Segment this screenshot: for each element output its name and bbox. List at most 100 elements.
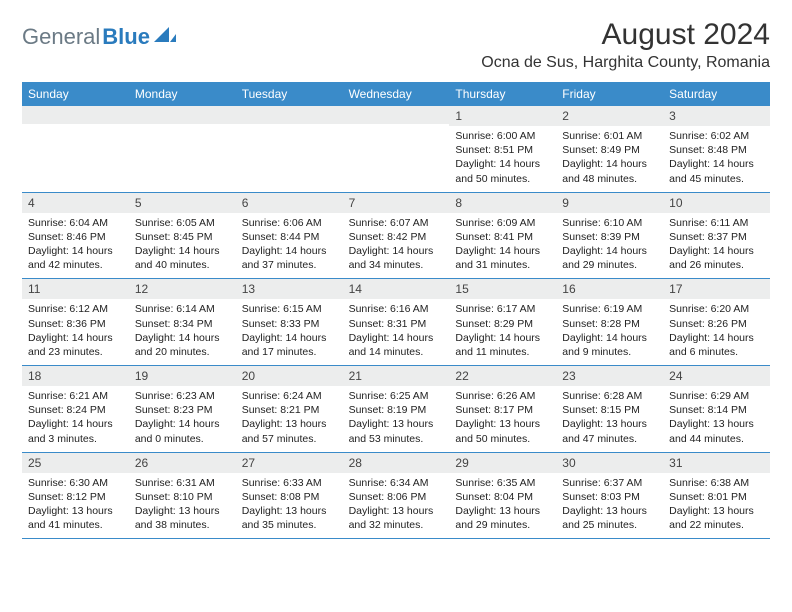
day-number: 25 [22, 453, 129, 473]
sunset-text: Sunset: 8:06 PM [349, 490, 444, 504]
sunrise-text: Sunrise: 6:37 AM [562, 476, 657, 490]
sunrise-text: Sunrise: 6:25 AM [349, 389, 444, 403]
day-cell: 26Sunrise: 6:31 AMSunset: 8:10 PMDayligh… [129, 453, 236, 539]
day-number: 3 [663, 106, 770, 126]
day-cell [129, 106, 236, 192]
day-body: Sunrise: 6:24 AMSunset: 8:21 PMDaylight:… [236, 386, 343, 452]
day-body [343, 124, 450, 182]
day-cell: 28Sunrise: 6:34 AMSunset: 8:06 PMDayligh… [343, 453, 450, 539]
day-cell: 10Sunrise: 6:11 AMSunset: 8:37 PMDayligh… [663, 193, 770, 279]
sunrise-text: Sunrise: 6:30 AM [28, 476, 123, 490]
day-cell [22, 106, 129, 192]
sunset-text: Sunset: 8:37 PM [669, 230, 764, 244]
daylight-text: Daylight: 13 hours and 50 minutes. [455, 417, 550, 445]
daylight-text: Daylight: 13 hours and 25 minutes. [562, 504, 657, 532]
day-cell: 22 Sunrise: 6:26 AMSunset: 8:17 PMDayligh… [449, 366, 556, 452]
sunset-text: Sunset: 8:44 PM [242, 230, 337, 244]
daylight-text: Daylight: 14 hours and 40 minutes. [135, 244, 230, 272]
day-number: 26 [129, 453, 236, 473]
sunset-text: Sunset: 8:48 PM [669, 143, 764, 157]
daylight-text: Daylight: 14 hours and 3 minutes. [28, 417, 123, 445]
day-cell: 7Sunrise: 6:07 AMSunset: 8:42 PMDaylight… [343, 193, 450, 279]
day-number [236, 106, 343, 124]
daylight-text: Daylight: 14 hours and 37 minutes. [242, 244, 337, 272]
sunrise-text: Sunrise: 6:26 AM [455, 389, 550, 403]
week-row: 11Sunrise: 6:12 AMSunset: 8:36 PMDayligh… [22, 279, 770, 366]
sunrise-text: Sunrise: 6:24 AM [242, 389, 337, 403]
day-cell: 16Sunrise: 6:19 AMSunset: 8:28 PMDayligh… [556, 279, 663, 365]
daylight-text: Daylight: 13 hours and 53 minutes. [349, 417, 444, 445]
day-body: Sunrise: 6:25 AMSunset: 8:19 PMDaylight:… [343, 386, 450, 452]
day-body: Sunrise: 6:37 AMSunset: 8:03 PMDaylight:… [556, 473, 663, 539]
day-body: Sunrise: 6:21 AMSunset: 8:24 PMDaylight:… [22, 386, 129, 452]
day-number: 4 [22, 193, 129, 213]
day-number: 11 [22, 279, 129, 299]
day-cell [343, 106, 450, 192]
day-body: Sunrise: 6:01 AMSunset: 8:49 PMDaylight:… [556, 126, 663, 192]
day-cell: 30Sunrise: 6:37 AMSunset: 8:03 PMDayligh… [556, 453, 663, 539]
sunrise-text: Sunrise: 6:10 AM [562, 216, 657, 230]
sunrise-text: Sunrise: 6:29 AM [669, 389, 764, 403]
weekday-header: Monday [129, 82, 236, 106]
sunrise-text: Sunrise: 6:23 AM [135, 389, 230, 403]
day-body: Sunrise: 6:20 AMSunset: 8:26 PMDaylight:… [663, 299, 770, 365]
day-body: Sunrise: 6:38 AMSunset: 8:01 PMDaylight:… [663, 473, 770, 539]
sunset-text: Sunset: 8:15 PM [562, 403, 657, 417]
day-cell: 4Sunrise: 6:04 AMSunset: 8:46 PMDaylight… [22, 193, 129, 279]
day-number: 28 [343, 453, 450, 473]
calendar-grid: Sunday Monday Tuesday Wednesday Thursday… [22, 82, 770, 539]
day-body: Sunrise: 6:12 AMSunset: 8:36 PMDaylight:… [22, 299, 129, 365]
day-body [22, 124, 129, 182]
daylight-text: Daylight: 14 hours and 31 minutes. [455, 244, 550, 272]
day-number: 29 [449, 453, 556, 473]
sunrise-text: Sunrise: 6:04 AM [28, 216, 123, 230]
day-number: 24 [663, 366, 770, 386]
day-cell [236, 106, 343, 192]
sunrise-text: Sunrise: 6:33 AM [242, 476, 337, 490]
sunset-text: Sunset: 8:42 PM [349, 230, 444, 244]
sunrise-text: Sunrise: 6:19 AM [562, 302, 657, 316]
day-cell: 17Sunrise: 6:20 AMSunset: 8:26 PMDayligh… [663, 279, 770, 365]
daylight-text: Daylight: 14 hours and 29 minutes. [562, 244, 657, 272]
sunset-text: Sunset: 8:49 PM [562, 143, 657, 157]
sunset-text: Sunset: 8:17 PM [455, 403, 550, 417]
daylight-text: Daylight: 14 hours and 45 minutes. [669, 157, 764, 185]
day-cell: 20Sunrise: 6:24 AMSunset: 8:21 PMDayligh… [236, 366, 343, 452]
daylight-text: Daylight: 14 hours and 20 minutes. [135, 331, 230, 359]
day-body: Sunrise: 6:09 AMSunset: 8:41 PMDaylight:… [449, 213, 556, 279]
sunrise-text: Sunrise: 6:09 AM [455, 216, 550, 230]
sunrise-text: Sunrise: 6:14 AM [135, 302, 230, 316]
day-number: 1 [449, 106, 556, 126]
weekday-header: Thursday [449, 82, 556, 106]
day-body [236, 124, 343, 182]
day-number: 16 [556, 279, 663, 299]
day-number: 31 [663, 453, 770, 473]
sunrise-text: Sunrise: 6:02 AM [669, 129, 764, 143]
day-body: Sunrise: 6:30 AMSunset: 8:12 PMDaylight:… [22, 473, 129, 539]
day-body: Sunrise: 6:33 AMSunset: 8:08 PMDaylight:… [236, 473, 343, 539]
day-body: Sunrise: 6:16 AMSunset: 8:31 PMDaylight:… [343, 299, 450, 365]
sunrise-text: Sunrise: 6:00 AM [455, 129, 550, 143]
day-number: 20 [236, 366, 343, 386]
day-cell: 21Sunrise: 6:25 AMSunset: 8:19 PMDayligh… [343, 366, 450, 452]
day-cell: 2Sunrise: 6:01 AMSunset: 8:49 PMDaylight… [556, 106, 663, 192]
calendar-page: General Blue August 2024 Ocna de Sus, Ha… [0, 0, 792, 557]
day-cell: 25Sunrise: 6:30 AMSunset: 8:12 PMDayligh… [22, 453, 129, 539]
weekday-header: Friday [556, 82, 663, 106]
day-number: 18 [22, 366, 129, 386]
day-cell: 29Sunrise: 6:35 AMSunset: 8:04 PMDayligh… [449, 453, 556, 539]
day-number: 22 [449, 366, 556, 386]
sunset-text: Sunset: 8:23 PM [135, 403, 230, 417]
daylight-text: Daylight: 13 hours and 35 minutes. [242, 504, 337, 532]
sunset-text: Sunset: 8:24 PM [28, 403, 123, 417]
day-number: 6 [236, 193, 343, 213]
day-cell: 14Sunrise: 6:16 AMSunset: 8:31 PMDayligh… [343, 279, 450, 365]
day-body: Sunrise: 6:02 AMSunset: 8:48 PMDaylight:… [663, 126, 770, 192]
sunset-text: Sunset: 8:29 PM [455, 317, 550, 331]
daylight-text: Daylight: 13 hours and 29 minutes. [455, 504, 550, 532]
sunrise-text: Sunrise: 6:17 AM [455, 302, 550, 316]
day-number: 13 [236, 279, 343, 299]
sunrise-text: Sunrise: 6:15 AM [242, 302, 337, 316]
day-cell: 23Sunrise: 6:28 AMSunset: 8:15 PMDayligh… [556, 366, 663, 452]
day-number: 23 [556, 366, 663, 386]
